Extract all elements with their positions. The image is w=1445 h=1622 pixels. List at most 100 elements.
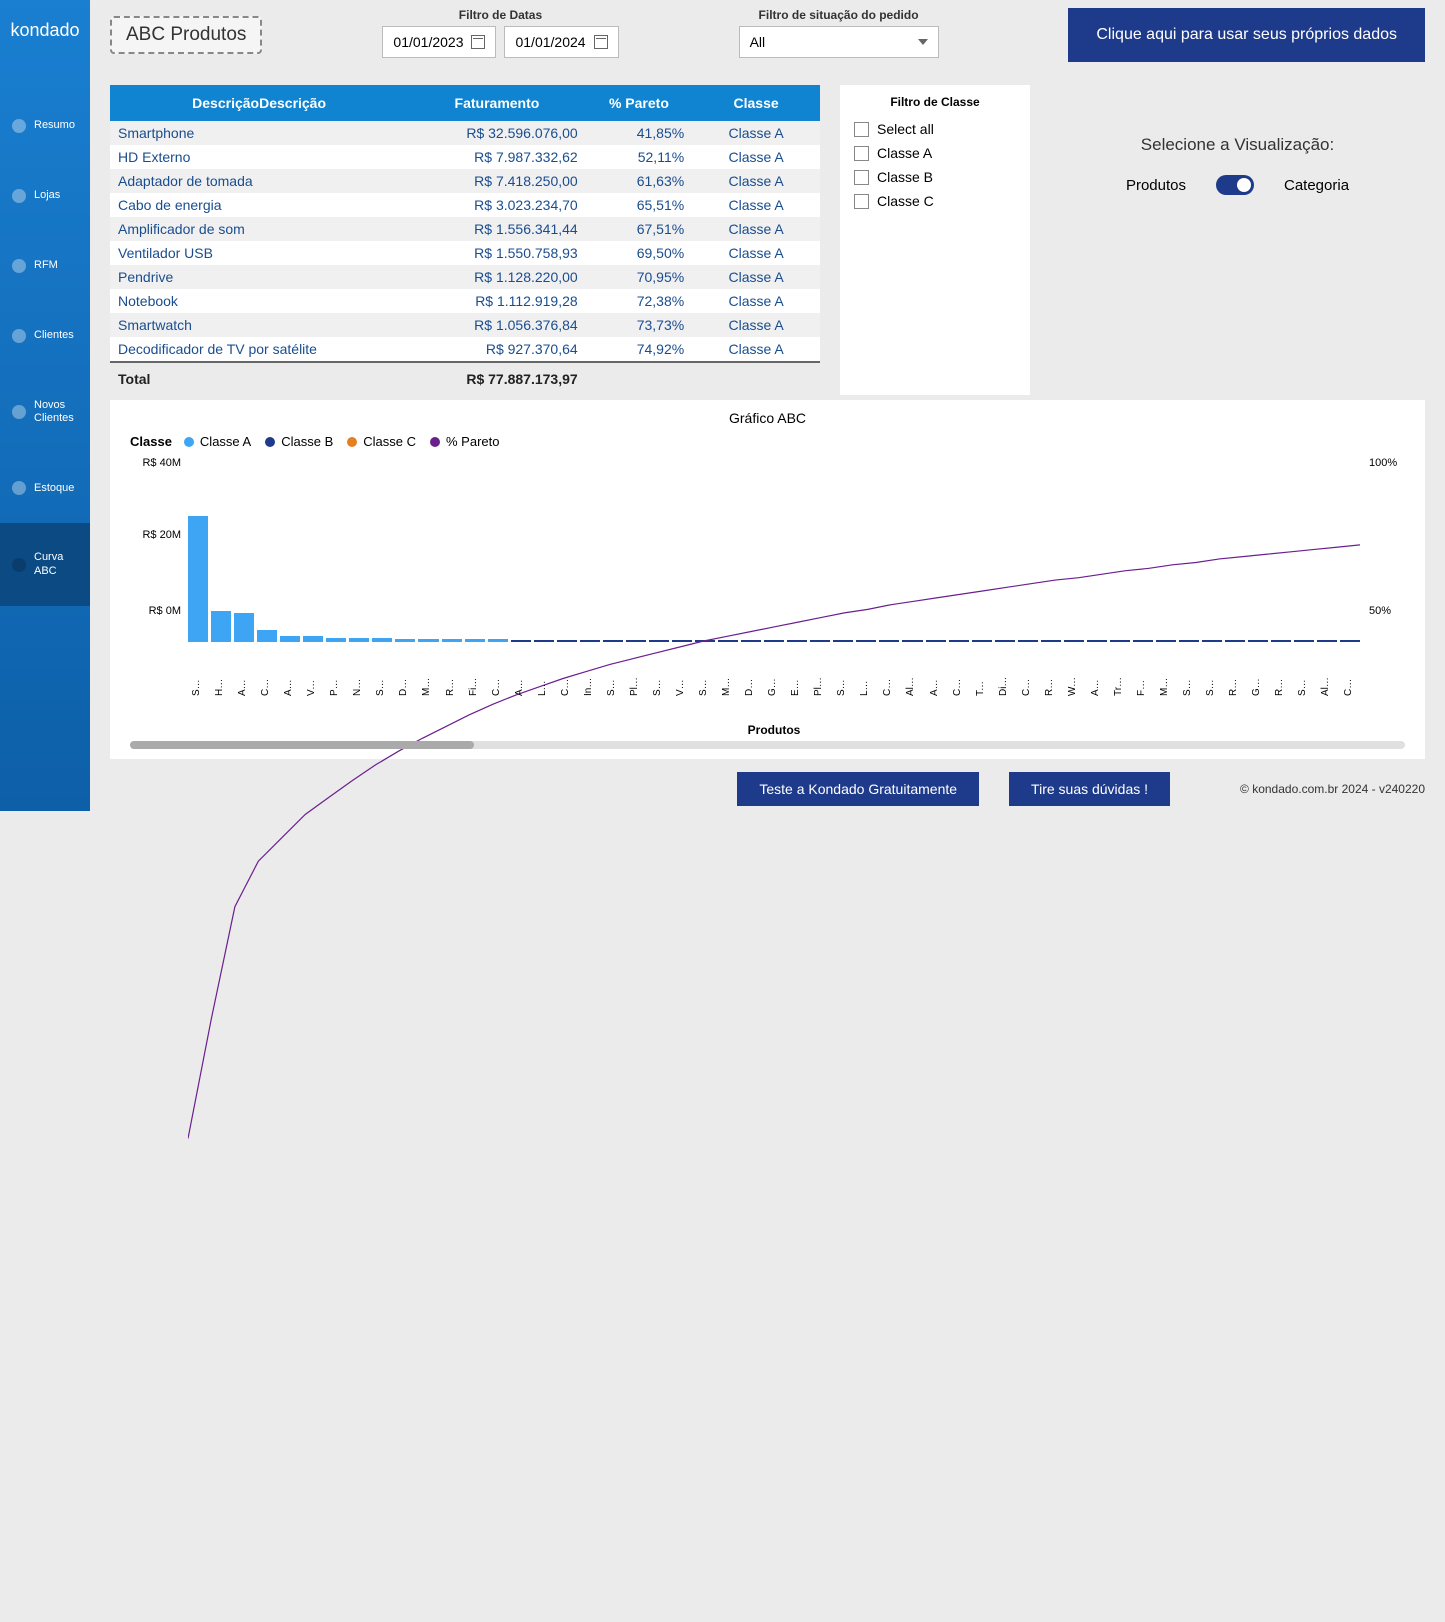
x-label: Walkman	[1067, 676, 1081, 696]
total-label: Total	[110, 362, 408, 395]
x-label: Lanterna …	[859, 676, 873, 696]
sidebar-item-resumo[interactable]: Resumo	[0, 91, 90, 161]
table-row[interactable]: PendriveR$ 1.128.220,0070,95%Classe A	[110, 265, 820, 289]
table-row[interactable]: Adaptador de tomadaR$ 7.418.250,0061,63%…	[110, 169, 820, 193]
page-title: ABC Produtos	[110, 16, 262, 54]
x-label: Desperta…	[744, 676, 758, 696]
class-option-classe-c[interactable]: Classe C	[854, 189, 1016, 213]
viz-section: Selecione a Visualização: Produtos Categ…	[1050, 85, 1425, 395]
status-select[interactable]: All	[739, 26, 939, 58]
col-faturamento[interactable]: Faturamento	[408, 85, 586, 121]
table-cell: R$ 3.023.234,70	[408, 193, 586, 217]
x-label: Disco rígi…	[998, 676, 1012, 696]
class-option-classe-a[interactable]: Classe A	[854, 141, 1016, 165]
table-cell: 69,50%	[586, 241, 693, 265]
table-cell: Cabo de energia	[110, 193, 408, 217]
x-label: Máquina …	[1159, 676, 1173, 696]
main-content: ABC Produtos Filtro de Datas 01/01/2023 …	[90, 0, 1445, 811]
x-label: Rádio po…	[445, 676, 459, 696]
help-button[interactable]: Tire suas dúvidas !	[1009, 772, 1170, 806]
y-tick: R$ 40M	[130, 457, 181, 469]
trial-button[interactable]: Teste a Kondado Gratuitamente	[737, 772, 979, 806]
x-label: Sensor d…	[652, 676, 666, 696]
col-classe[interactable]: Classe	[692, 85, 820, 121]
x-label: Inversor …	[583, 676, 597, 696]
sidebar-item-novos-clientes[interactable]: Novos Clientes	[0, 371, 90, 453]
table-cell: Classe A	[692, 193, 820, 217]
nav-label: Clientes	[34, 329, 74, 342]
legend-label: Classe B	[281, 434, 333, 449]
date-filter-group: Filtro de Datas 01/01/2023 01/01/2024	[382, 8, 618, 58]
table-cell: R$ 927.370,64	[408, 337, 586, 362]
table-cell: 73,73%	[586, 313, 693, 337]
table-cell: Pendrive	[110, 265, 408, 289]
table-cell: 65,51%	[586, 193, 693, 217]
total-value: R$ 77.887.173,97	[408, 362, 586, 395]
legend-label: Classe C	[363, 434, 416, 449]
x-label: Trena dig…	[1113, 676, 1127, 696]
table-row[interactable]: HD ExternoR$ 7.987.332,6252,11%Classe A	[110, 145, 820, 169]
x-labels: Smartph…HD Exter…Adaptad…Cabo de …Amplif…	[188, 644, 1360, 719]
date-to-value: 01/01/2024	[515, 34, 585, 50]
nav-label: Resumo	[34, 119, 75, 132]
table-row[interactable]: Decodificador de TV por satéliteR$ 927.3…	[110, 337, 820, 362]
col-pareto[interactable]: % Pareto	[586, 85, 693, 121]
x-label: Radio Co…	[1228, 676, 1242, 696]
table-row[interactable]: Cabo de energiaR$ 3.023.234,7065,51%Clas…	[110, 193, 820, 217]
nav-label: RFM	[34, 259, 58, 272]
x-label: Roteador	[1044, 676, 1058, 696]
chevron-down-icon	[918, 39, 928, 45]
status-filter-group: Filtro de situação do pedido All	[739, 8, 939, 58]
x-label: Sensor d…	[1297, 676, 1311, 696]
table-cell: R$ 1.550.758,93	[408, 241, 586, 265]
chart-section: Gráfico ABC Classe Classe AClasse BClass…	[110, 400, 1425, 759]
nav-label: Lojas	[34, 189, 60, 202]
table-row[interactable]: NotebookR$ 1.112.919,2872,38%Classe A	[110, 289, 820, 313]
table-cell: Classe A	[692, 241, 820, 265]
class-option-classe-b[interactable]: Classe B	[854, 165, 1016, 189]
table-row[interactable]: Ventilador USBR$ 1.550.758,9369,50%Class…	[110, 241, 820, 265]
sidebar-item-curva-abc[interactable]: Curva ABC	[0, 523, 90, 605]
calendar-icon	[594, 35, 608, 49]
x-label: Caixa de …	[952, 676, 966, 696]
x-label: Smartwat…	[375, 676, 389, 696]
footer: Teste a Kondado Gratuitamente Tire suas …	[90, 772, 1445, 811]
scrollbar-thumb[interactable]	[130, 741, 474, 749]
brand-logo: kondado	[0, 0, 90, 61]
checkbox-icon	[854, 146, 869, 161]
sidebar-item-rfm[interactable]: RFM	[0, 231, 90, 301]
x-label: Mesa de …	[421, 676, 435, 696]
legend-dot-icon	[430, 437, 440, 447]
sidebar-item-clientes[interactable]: Clientes	[0, 301, 90, 371]
y-tick: R$ 20M	[130, 529, 181, 541]
nav-dot-icon	[12, 329, 26, 343]
class-option-select-all[interactable]: Select all	[854, 117, 1016, 141]
checkbox-label: Classe A	[877, 145, 932, 161]
col-descricao[interactable]: DescriçãoDescrição	[110, 85, 408, 121]
table-cell: Amplificador de som	[110, 217, 408, 241]
table-row[interactable]: SmartwatchR$ 1.056.376,8473,73%Classe A	[110, 313, 820, 337]
cta-button[interactable]: Clique aqui para usar seus próprios dado…	[1068, 8, 1425, 62]
date-to-input[interactable]: 01/01/2024	[504, 26, 618, 58]
sidebar-item-estoque[interactable]: Estoque	[0, 453, 90, 523]
table-row[interactable]: Amplificador de somR$ 1.556.341,4467,51%…	[110, 217, 820, 241]
table-cell: Smartphone	[110, 121, 408, 145]
x-label: Sensor d…	[606, 676, 620, 696]
table-row[interactable]: SmartphoneR$ 32.596.076,0041,85%Classe A	[110, 121, 820, 145]
chart-scrollbar[interactable]	[130, 741, 1405, 749]
x-label: GPS port…	[1251, 676, 1265, 696]
table-cell: R$ 1.056.376,84	[408, 313, 586, 337]
checkbox-icon	[854, 170, 869, 185]
table-cell: Notebook	[110, 289, 408, 313]
date-from-input[interactable]: 01/01/2023	[382, 26, 496, 58]
nav-dot-icon	[12, 119, 26, 133]
table-cell: 67,51%	[586, 217, 693, 241]
table-cell: Classe A	[692, 265, 820, 289]
x-label: Cabo de …	[260, 676, 274, 696]
table-cell: 74,92%	[586, 337, 693, 362]
viz-toggle[interactable]	[1216, 175, 1254, 195]
sidebar-item-lojas[interactable]: Lojas	[0, 161, 90, 231]
nav-dot-icon	[12, 189, 26, 203]
table-cell: Classe A	[692, 169, 820, 193]
chart-plot: Smartph…HD Exter…Adaptad…Cabo de …Amplif…	[188, 457, 1360, 737]
